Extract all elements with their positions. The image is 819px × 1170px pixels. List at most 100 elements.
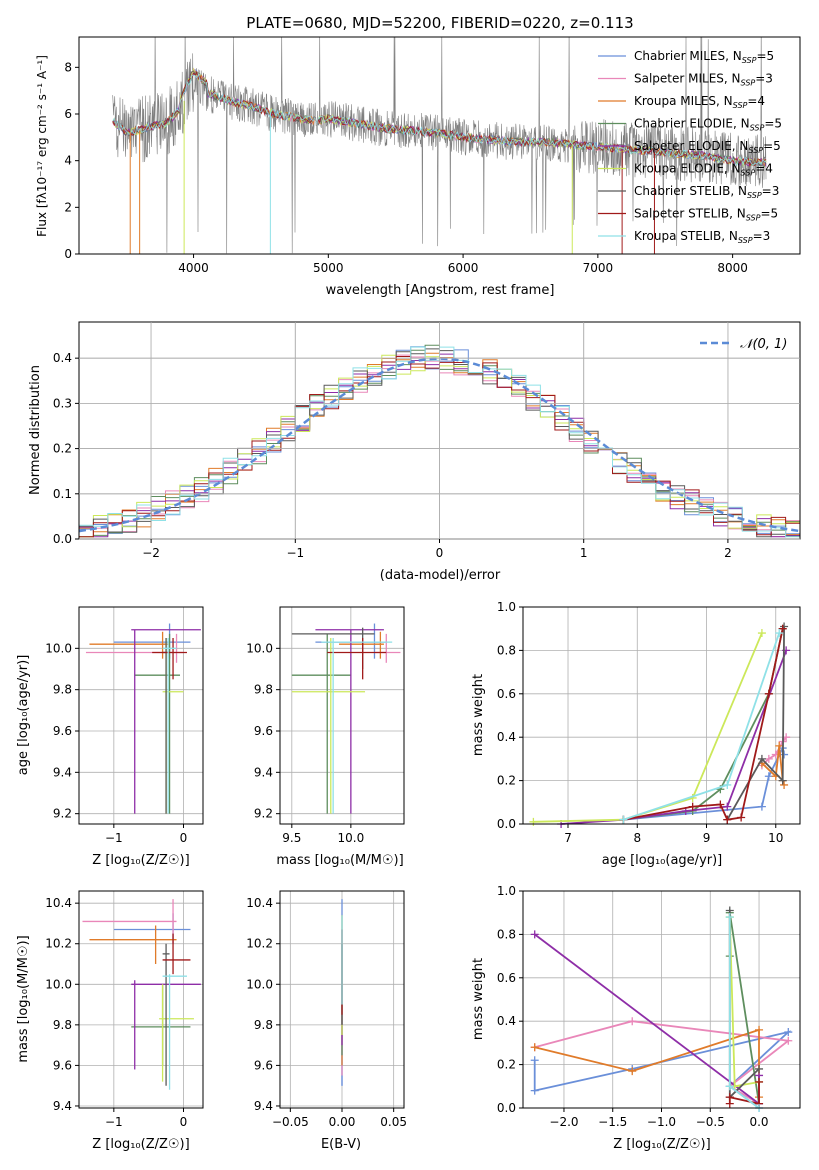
y-tick-label: 9.6 [254,724,273,738]
weight-marker [716,800,725,809]
weight-marker [628,1017,637,1026]
age-vs-mass-xlabel: mass [log₁₀(M/M☉)] [276,853,403,868]
legend-label: Kroupa ELODIE, NSSP=4 [634,162,773,178]
legend-label: Chabrier MILES, NSSP=5 [634,49,774,65]
y-tick-label: 10.0 [45,977,72,991]
x-tick-label: 7000 [583,261,614,275]
spectrum-xlabel: wavelength [Angstrom, rest frame] [326,283,555,298]
weight-marker [723,802,732,811]
residuals-axes: −2 −1 0 1 2 0.0 0.1 0.2 0.3 0.4 [53,322,800,560]
axes-frame [522,606,801,825]
y-tick-label: 10.2 [246,937,273,951]
weight-marker [755,1077,764,1086]
y-tick-label: 0.4 [497,1014,516,1028]
weight-marker [778,624,787,633]
weight-marker [530,930,539,939]
weight-marker [755,1064,764,1073]
weight-vs-Z-panel: −2.0 −1.5 −1.0 −0.5 0.0 0.0 0.2 0.4 0.6 0.8 1.0 [497,884,801,1129]
spectrum-data-layer [112,37,767,254]
legend-label: Kroupa MILES, NSSP=4 [634,94,765,110]
spectrum-legend: Chabrier MILES, NSSP=5 Salpeter MILES, NS… [598,49,782,245]
y-tick-label: 2 [64,200,72,214]
weight-marker [757,629,766,638]
weight-marker [764,689,773,698]
weight-marker [723,780,732,789]
y-tick-label: 0.2 [497,774,516,788]
x-tick-label: 0 [180,831,188,845]
legend-label: Salpeter ELODIE, NSSP=5 [634,139,781,155]
x-tick-label: 0.00 [329,1115,356,1129]
y-tick-label: 0.6 [497,971,516,985]
spectrum-title: PLATE=0680, MJD=52200, FIBERID=0220, z=0… [246,14,633,32]
y-tick-label: 0.8 [497,643,516,657]
y-tick-label: 9.2 [254,807,273,821]
x-tick-label: 6000 [448,261,479,275]
x-tick-label: 2 [724,546,732,560]
y-tick-label: 9.8 [254,683,273,697]
y-tick-label: 0.0 [497,1101,516,1115]
weight-line [726,626,785,821]
weight-marker [780,780,789,789]
x-tick-label: 10.0 [337,831,364,845]
mass-vs-Z-ylabel: mass [log₁₀(M/M☉)] [16,935,31,1062]
weight-marker [725,1082,734,1091]
x-tick-label: 5000 [313,261,344,275]
x-tick-label: −0.05 [272,1115,309,1129]
x-tick-label: 9 [703,831,711,845]
weight-marker [530,1086,539,1095]
spectrum-ylabel: Flux [fλ10⁻¹⁷ erg cm⁻² s⁻¹ A⁻¹] [35,55,49,237]
y-tick-label: 0.2 [53,442,72,456]
x-tick-label: 4000 [178,261,209,275]
axes-frame [279,890,405,1109]
legend-label: Salpeter STELIB, NSSP=5 [634,207,778,223]
age-vs-Z-ylabel: age [log₁₀(age/yr)] [16,655,31,776]
x-tick-label: 8000 [717,261,748,275]
weight-marker [725,1093,734,1102]
weight-marker [775,629,784,638]
y-tick-label: 0.1 [53,487,72,501]
weight-marker [688,802,697,811]
y-tick-label: 1.0 [497,884,516,898]
weight-vs-Z-ylabel: mass weight [471,958,486,1040]
x-tick-label: 0.0 [749,1115,768,1129]
weight-marker [778,776,787,785]
x-tick-label: −2 [142,546,160,560]
weight-marker [775,741,784,750]
y-tick-label: 9.4 [254,765,273,779]
y-tick-label: 1.0 [497,600,516,614]
weight-marker [723,815,732,824]
x-tick-label: 1 [580,546,588,560]
weight-marker [530,1056,539,1065]
legend-label: Kroupa STELIB, NSSP=3 [634,229,770,245]
y-tick-label: 10.4 [246,896,273,910]
y-tick-label: 10.4 [45,896,72,910]
y-tick-label: 9.8 [53,683,72,697]
y-tick-label: 0.8 [497,927,516,941]
x-tick-label: 8 [633,831,641,845]
y-tick-label: 9.6 [53,1058,72,1072]
weight-marker [757,754,766,763]
residuals-legend-label: 𝒩(0, 1) [740,337,787,352]
residuals-xlabel: (data-model)/error [380,568,501,583]
legend-label: Salpeter MILES, NSSP=3 [634,72,773,88]
y-tick-label: 9.6 [53,724,72,738]
weight-marker [755,1025,764,1034]
weight-vs-age-xlabel: age [log₁₀(age/yr)] [602,853,723,868]
x-tick-label: −1 [105,831,123,845]
age-vs-Z-panel: −1 0 9.2 9.4 9.6 9.8 10.0 [45,606,204,845]
y-tick-label: 4 [64,154,72,168]
y-tick-label: 0 [64,247,72,261]
axes-frame [78,606,204,825]
x-tick-label: −1.0 [647,1115,676,1129]
y-tick-label: 10.2 [45,937,72,951]
age-vs-mass-panel: 9.5 10.0 9.2 9.4 9.6 9.8 10.0 [246,606,405,845]
weight-line [534,1028,760,1098]
axes-frame [78,890,204,1109]
model-spectrum [112,70,767,168]
mass-vs-Z-xlabel: Z [log₁₀(Z/Z☉)] [92,1137,189,1152]
axes-frame [279,606,405,825]
mass-vs-EBV-panel: −0.05 0.00 0.05 9.4 9.6 9.8 10.0 10.2 10.4 [246,890,407,1129]
y-tick-label: 0.6 [497,687,516,701]
y-tick-label: 9.8 [53,1018,72,1032]
